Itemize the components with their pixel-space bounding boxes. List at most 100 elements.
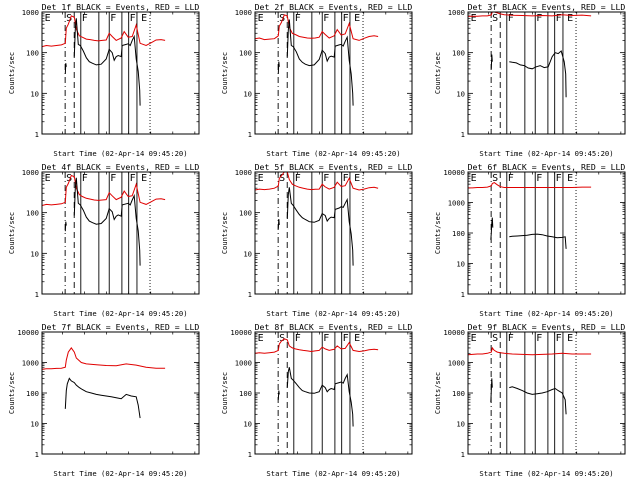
y-axis-label: Counts/sec [8, 212, 16, 254]
series-line-lld [255, 14, 379, 41]
x-axis-label: Start Time (02-Apr-14 09:45:20) [479, 469, 613, 478]
state-marker-label: S [279, 333, 285, 344]
state-marker-label: E [45, 173, 51, 184]
y-tick-label: 1 [35, 130, 39, 139]
state-marker-label: F [110, 173, 116, 184]
y-tick-label: 100 [239, 389, 252, 398]
y-tick-label: 1000 [448, 199, 465, 208]
series-line-lld [468, 182, 592, 189]
state-marker-label: F [323, 13, 329, 24]
y-tick-label: 100 [26, 49, 39, 58]
state-marker-label: F [130, 173, 136, 184]
plot-frame [467, 331, 626, 455]
series-line-lld [42, 174, 166, 206]
panel-title: Det 1f BLACK = Events, RED = LLD [42, 2, 200, 12]
state-marker-label: E [258, 173, 264, 184]
series-line-lld [42, 15, 166, 48]
state-marker-label: E [471, 13, 477, 24]
x-axis-label: Start Time (02-Apr-14 09:45:20) [266, 309, 400, 318]
state-marker-label: S [279, 13, 285, 24]
series-line-lld [468, 346, 592, 356]
y-tick-label: 10 [30, 89, 39, 98]
state-marker-label: F [556, 13, 562, 24]
state-marker-label: F [295, 173, 301, 184]
y-tick-label: 1000 [448, 359, 465, 368]
y-tick-label: 10 [456, 420, 465, 429]
panel-title: Det 6f BLACK = Events, RED = LLD [468, 162, 626, 172]
state-marker-label: S [279, 173, 285, 184]
state-marker-label: E [567, 13, 573, 24]
state-marker-label: F [536, 333, 542, 344]
x-axis-label: Start Time (02-Apr-14 09:45:20) [479, 309, 613, 318]
y-tick-label: 10000 [443, 168, 465, 177]
panel-title: Det 2f BLACK = Events, RED = LLD [255, 2, 413, 12]
state-marker-label: E [141, 13, 147, 24]
series-line-events [286, 367, 354, 427]
panel-title: Det 4f BLACK = Events, RED = LLD [42, 162, 200, 172]
series-line-events [509, 233, 567, 249]
state-marker-label: S [492, 333, 498, 344]
panel-title: Det 3f BLACK = Events, RED = LLD [468, 2, 626, 12]
y-tick-label: 100 [239, 49, 252, 58]
x-axis-label: Start Time (02-Apr-14 09:45:20) [266, 149, 400, 158]
state-marker-label: E [258, 333, 264, 344]
panel-title: Det 9f BLACK = Events, RED = LLD [468, 322, 626, 332]
y-tick-label: 1 [461, 130, 465, 139]
y-axis-label: Counts/sec [8, 52, 16, 94]
y-tick-label: 1000 [22, 168, 39, 177]
state-marker-label: F [323, 173, 329, 184]
y-tick-label: 1 [248, 130, 252, 139]
state-marker-label: F [130, 13, 136, 24]
state-marker-label: F [556, 333, 562, 344]
state-marker-label: E [567, 173, 573, 184]
y-tick-label: 1000 [22, 8, 39, 17]
series-line-events [277, 61, 280, 74]
panel-det-5f: Det 5f BLACK = Events, RED = LLD Counts/s… [221, 162, 413, 318]
state-marker-label: F [536, 13, 542, 24]
series-line-events [509, 50, 567, 98]
y-tick-label: 10 [243, 249, 252, 258]
state-marker-label: E [567, 333, 573, 344]
y-axis-label: Counts/sec [434, 372, 442, 414]
panel-det-9f: Det 9f BLACK = Events, RED = LLD Counts/s… [434, 322, 626, 478]
panel-det-8f: Det 8f BLACK = Events, RED = LLD Counts/s… [221, 322, 413, 478]
y-tick-label: 10 [456, 260, 465, 269]
state-marker-label: E [354, 13, 360, 24]
y-tick-label: 1 [461, 450, 465, 459]
series-line-events [277, 218, 280, 229]
state-marker-label: F [110, 13, 116, 24]
series-line-events [277, 390, 280, 400]
y-tick-label: 100 [239, 209, 252, 218]
y-tick-label: 1000 [448, 8, 465, 17]
y-tick-label: 1000 [235, 168, 252, 177]
state-marker-label: E [354, 173, 360, 184]
x-axis-label: Start Time (02-Apr-14 09:45:20) [479, 149, 613, 158]
state-marker-label: F [508, 173, 514, 184]
x-axis-label: Start Time (02-Apr-14 09:45:20) [53, 309, 187, 318]
y-tick-label: 1000 [22, 359, 39, 368]
series-line-lld [255, 338, 379, 354]
series-line-events [64, 63, 67, 74]
y-axis-label: Counts/sec [434, 52, 442, 94]
y-tick-label: 1 [248, 450, 252, 459]
y-tick-label: 100 [452, 229, 465, 238]
y-tick-label: 1 [461, 290, 465, 299]
plot-frame [41, 171, 200, 295]
y-axis-label: Counts/sec [221, 52, 229, 94]
panel-det-3f: Det 3f BLACK = Events, RED = LLD Counts/s… [434, 2, 626, 158]
plot-frame [254, 11, 413, 135]
state-marker-label: F [508, 13, 514, 24]
state-marker-label: F [295, 13, 301, 24]
plot-frame [254, 171, 413, 295]
y-tick-label: 10 [30, 249, 39, 258]
y-tick-label: 10 [243, 89, 252, 98]
y-tick-label: 100 [26, 209, 39, 218]
y-tick-label: 1000 [235, 8, 252, 17]
state-marker-label: S [66, 13, 72, 24]
state-marker-label: S [66, 173, 72, 184]
y-axis-label: Counts/sec [434, 212, 442, 254]
state-marker-label: E [258, 13, 264, 24]
series-line-events [490, 378, 493, 403]
